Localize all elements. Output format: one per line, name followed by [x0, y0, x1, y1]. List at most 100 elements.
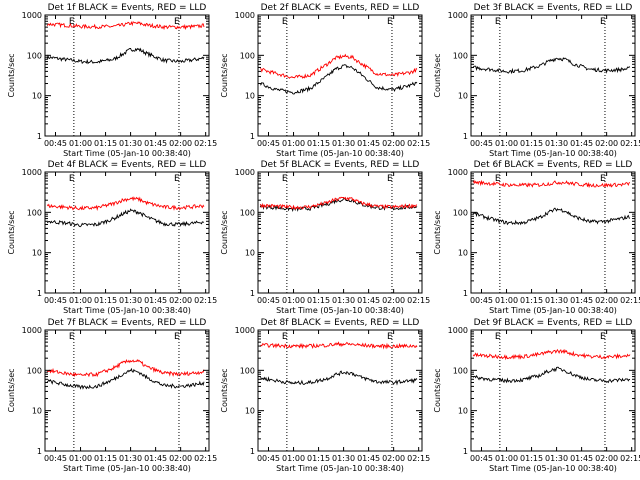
event-marker-label: E [387, 332, 393, 342]
series-events-line [472, 207, 631, 226]
y-tick-label: 1 [250, 132, 255, 141]
y-tick-label: 100 [240, 366, 255, 375]
event-marker-label: E [69, 332, 75, 342]
event-marker-label: E [282, 17, 288, 27]
y-tick-label: 10 [32, 407, 42, 416]
event-marker-label: E [174, 174, 180, 184]
event-marker-label: E [495, 17, 501, 27]
plot-frame [257, 171, 423, 294]
panel-title: Det 3f BLACK = Events, RED = LLD [474, 3, 633, 13]
x-tick-label: 00:45 [470, 139, 493, 148]
series-events-line [259, 64, 418, 95]
event-marker-label: E [282, 174, 288, 184]
x-tick-label: 01:45 [144, 296, 167, 305]
x-tick-label: 00:45 [257, 139, 280, 148]
x-axis-label: Start Time (05-Jan-10 00:38:40) [489, 464, 617, 473]
x-tick-label: 01:00 [69, 296, 92, 305]
panel-title: Det 8f BLACK = Events, RED = LLD [261, 318, 420, 328]
series-lld-line [259, 341, 418, 350]
event-marker-label: E [69, 17, 75, 27]
event-marker-label: E [282, 332, 288, 342]
x-axis-label: Start Time (05-Jan-10 00:38:40) [276, 464, 404, 473]
event-marker-label: E [495, 174, 501, 184]
event-marker-label: E [387, 17, 393, 27]
y-tick-label: 1000 [448, 326, 468, 335]
y-tick-label: 1 [250, 447, 255, 456]
y-tick-label: 10 [245, 249, 255, 258]
x-axis-label: Start Time (05-Jan-10 00:38:40) [276, 149, 404, 158]
x-tick-label: 01:30 [119, 454, 142, 463]
y-axis-label: Counts/sec [433, 210, 442, 254]
x-tick-label: 00:45 [44, 454, 67, 463]
series-lld-line [472, 179, 631, 189]
x-tick-label: 01:00 [495, 454, 518, 463]
x-tick-label: 01:30 [332, 296, 355, 305]
event-marker-label: E [495, 332, 501, 342]
plot-frame [470, 14, 636, 137]
y-tick-label: 100 [453, 51, 468, 60]
x-tick-label: 02:00 [382, 296, 405, 305]
x-axis-label: Start Time (05-Jan-10 00:38:40) [489, 149, 617, 158]
series-events-line [46, 367, 205, 390]
y-tick-label: 10 [458, 407, 468, 416]
x-tick-label: 01:30 [545, 454, 568, 463]
x-tick-label: 01:00 [69, 454, 92, 463]
x-tick-label: 01:45 [570, 296, 593, 305]
x-tick-label: 01:00 [282, 139, 305, 148]
y-axis-label: Counts/sec [220, 368, 229, 412]
plot-frame [44, 14, 210, 137]
y-tick-label: 10 [458, 92, 468, 101]
x-tick-label: 00:45 [44, 296, 67, 305]
y-tick-label: 1000 [235, 326, 255, 335]
x-tick-label: 02:15 [194, 296, 217, 305]
x-tick-label: 01:15 [520, 139, 543, 148]
x-tick-label: 02:15 [407, 139, 430, 148]
panel-title: Det 1f BLACK = Events, RED = LLD [48, 3, 207, 13]
y-tick-label: 10 [245, 92, 255, 101]
event-marker-label: E [387, 174, 393, 184]
x-tick-label: 01:45 [357, 296, 380, 305]
event-marker-label: E [600, 174, 606, 184]
x-tick-label: 01:00 [69, 139, 92, 148]
y-tick-label: 10 [458, 249, 468, 258]
y-axis-label: Counts/sec [7, 210, 16, 254]
x-tick-label: 01:45 [570, 454, 593, 463]
x-tick-label: 01:15 [520, 454, 543, 463]
x-tick-label: 01:45 [144, 139, 167, 148]
plot-frame [44, 329, 210, 452]
x-tick-label: 01:00 [495, 139, 518, 148]
x-tick-label: 00:45 [44, 139, 67, 148]
y-tick-label: 10 [32, 92, 42, 101]
series-events-line [46, 208, 205, 228]
y-axis-label: Counts/sec [220, 210, 229, 254]
y-tick-label: 1 [463, 132, 468, 141]
y-axis-label: Counts/sec [7, 53, 16, 97]
event-marker-label: E [174, 17, 180, 27]
x-tick-label: 01:45 [357, 454, 380, 463]
y-axis-label: Counts/sec [220, 53, 229, 97]
y-tick-label: 1000 [22, 168, 42, 177]
x-axis-label: Start Time (05-Jan-10 00:38:40) [63, 306, 191, 315]
x-tick-label: 02:00 [169, 296, 192, 305]
series-events-line [472, 57, 631, 75]
x-tick-label: 00:45 [470, 296, 493, 305]
y-tick-label: 100 [27, 51, 42, 60]
y-tick-label: 100 [453, 208, 468, 217]
x-axis-label: Start Time (05-Jan-10 00:38:40) [63, 464, 191, 473]
x-tick-label: 01:15 [307, 454, 330, 463]
x-tick-label: 01:00 [495, 296, 518, 305]
x-tick-label: 01:15 [307, 296, 330, 305]
x-tick-label: 01:30 [119, 296, 142, 305]
panel-title: Det 2f BLACK = Events, RED = LLD [261, 3, 420, 13]
panel-title: Det 4f BLACK = Events, RED = LLD [48, 160, 207, 170]
x-tick-label: 02:00 [382, 139, 405, 148]
x-tick-label: 01:15 [307, 139, 330, 148]
y-tick-label: 1000 [235, 11, 255, 20]
y-tick-label: 100 [27, 366, 42, 375]
